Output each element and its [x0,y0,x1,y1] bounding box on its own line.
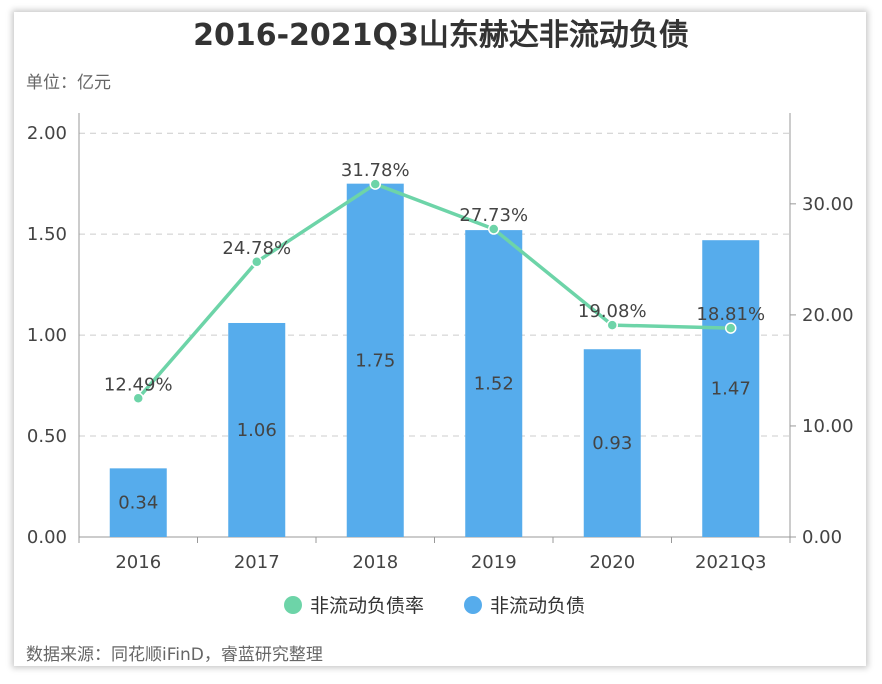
line-point-2017 [251,256,263,268]
bar-data-label: 1.75 [355,350,395,371]
line-data-label: 24.78% [222,238,291,259]
y-right-tick-label: 20.00 [802,305,854,326]
bar-2018 [346,183,404,537]
bar-2020 [583,349,641,537]
y-left-tick-label: 2.00 [27,123,67,144]
bar-data-label: 1.47 [711,379,751,400]
x-tick-label: 2019 [471,552,517,573]
chart-title: 2016-2021Q3山东赫达非流动负债 [193,18,689,53]
x-tick-label: 2021Q3 [695,552,766,573]
y-left-tick-label: 0.00 [27,527,67,548]
bar-2017 [228,322,286,537]
line-point-2019 [488,223,500,235]
line-data-label: 18.81% [696,304,765,325]
y-left-tick-label: 0.50 [27,426,67,447]
bar-2019 [465,230,523,537]
line-point-2021Q3 [725,322,737,334]
source-note: 数据来源：同花顺iFinD，睿蓝研究整理 [26,645,323,665]
y-left-tick-label: 1.00 [27,325,67,346]
line-data-label: 12.49% [104,374,173,395]
unit-label: 单位：亿元 [26,73,111,93]
line-point-2018 [369,178,381,190]
line-data-label: 19.08% [578,301,647,322]
x-tick-label: 2018 [352,552,398,573]
legend-bar-marker [464,596,482,614]
legend-line-label: 非流动负债率 [310,595,424,617]
line-point-2016 [132,392,144,405]
x-tick-label: 2016 [115,552,161,573]
bar-data-label: 0.93 [592,433,632,454]
line-point-2020 [606,319,618,331]
bar-data-label: 1.06 [237,420,277,441]
legend-bar-label: 非流动负债 [490,595,585,617]
y-right-tick-label: 10.00 [802,416,854,437]
x-tick-label: 2020 [589,552,635,573]
line-data-label: 27.73% [459,205,528,226]
bar-2016 [109,468,167,537]
x-tick-label: 2017 [234,552,280,573]
y-right-tick-label: 30.00 [802,194,854,215]
line-data-label: 31.78% [341,160,410,181]
line-series [136,182,731,400]
y-left-tick-label: 1.50 [27,224,67,245]
y-right-tick-label: 0.00 [802,527,842,548]
bar-data-label: 1.52 [474,374,514,395]
legend-line-marker [284,596,302,614]
bar-2021Q3 [702,240,760,537]
bar-data-label: 0.34 [118,493,158,514]
